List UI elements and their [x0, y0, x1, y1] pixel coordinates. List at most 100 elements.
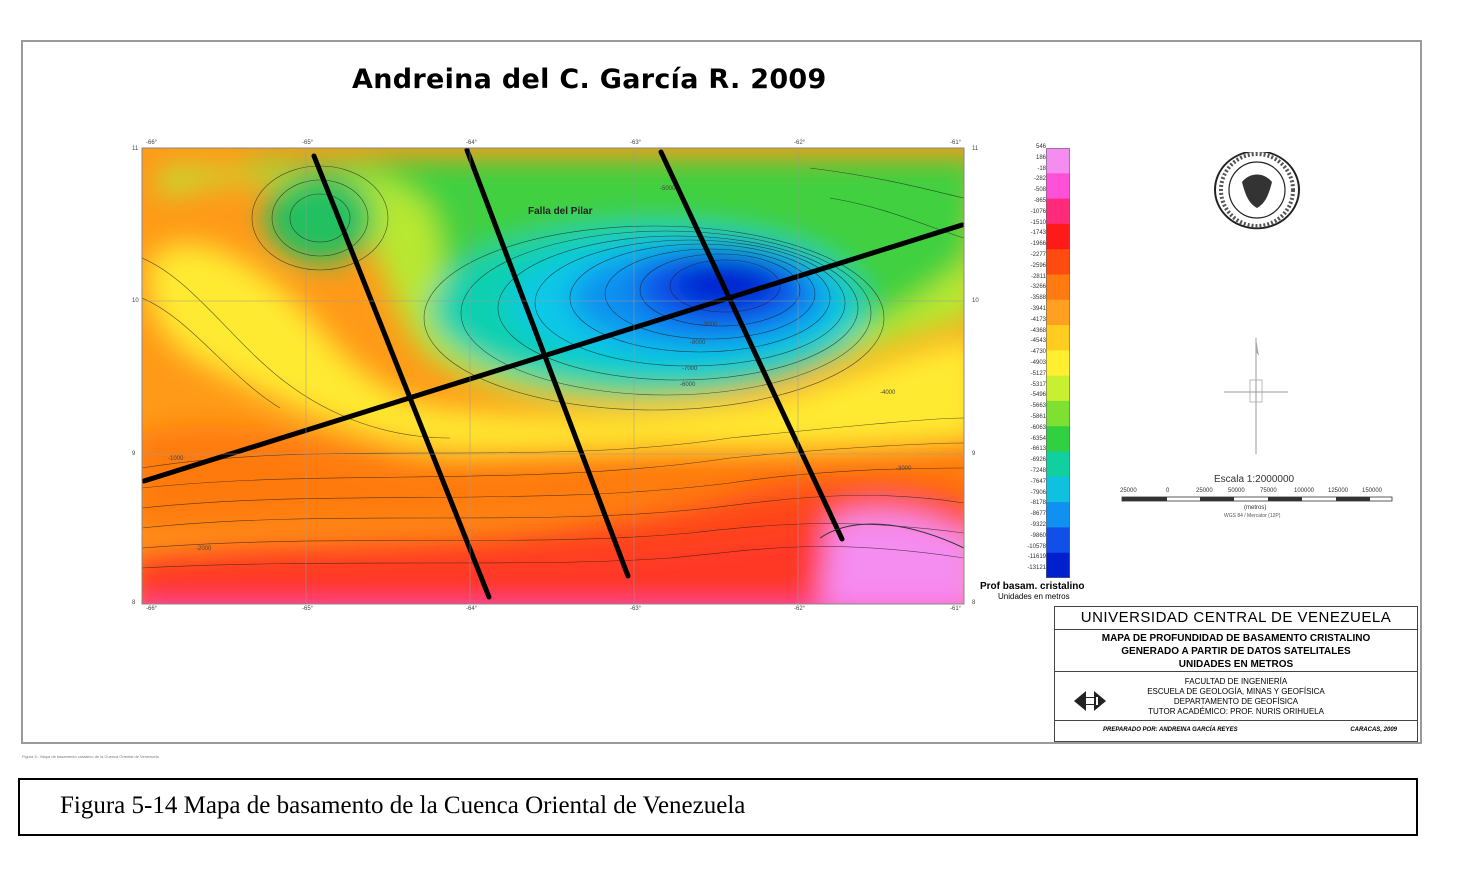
colorbar-tick-label: -508: [1033, 187, 1046, 194]
colorbar-tick-label: -6354: [1030, 435, 1046, 442]
north-arrow-icon: [1224, 338, 1288, 454]
contour-label: -6000: [680, 382, 696, 388]
depth-colorbar: [1046, 148, 1070, 578]
colorbar-tick-label: 186: [1035, 154, 1046, 161]
colorbar-tick-label: -18: [1037, 165, 1046, 172]
scale-label: 75000: [1260, 488, 1277, 494]
lon-tick: -61°: [950, 140, 962, 146]
colorbar-swatch: [1046, 223, 1070, 250]
colorbar-tick-label: -1076: [1030, 208, 1046, 215]
lat-tick: 11: [132, 146, 139, 152]
faculty-line: TUTOR ACADÉMICO: PROF. NURIS ORIHUELA: [1148, 707, 1324, 716]
lon-tick: -62°: [794, 606, 806, 612]
colorbar-tick-label: -4903: [1030, 360, 1046, 366]
author-title: Andreina del C. García R. 2009: [352, 64, 827, 95]
scale-label: 125000: [1328, 488, 1349, 494]
colorbar-tick-label: -7906: [1030, 489, 1046, 496]
figure-caption: Figura 5-14 Mapa de basamento de la Cuen…: [60, 792, 746, 819]
colorbar-swatch: [1046, 375, 1070, 402]
lat-tick: 11: [972, 146, 979, 152]
lon-tick: -64°: [466, 140, 478, 146]
map-title-line: UNIDADES EN METROS: [1178, 659, 1294, 670]
lon-tick: -61°: [950, 606, 962, 612]
colorbar-tick-label: -865: [1033, 198, 1046, 204]
colorbar-tick-label: -4173: [1030, 316, 1046, 323]
colorbar-tick-label: -1510: [1030, 219, 1046, 226]
map-title-block: UNIVERSIDAD CENTRAL DE VENEZUELA MAPA DE…: [1054, 606, 1418, 742]
department-logo-icon: [1074, 691, 1106, 711]
colorbar-tick-label: -11619: [1027, 554, 1046, 561]
colorbar-tick-label: -9322: [1030, 522, 1046, 528]
scale-label: 25000: [1196, 488, 1213, 494]
colorbar-tick-label: -5317: [1030, 381, 1046, 388]
colorbar-tick-label: -2277: [1030, 252, 1046, 258]
contour-label: -3000: [896, 466, 912, 472]
colorbar-swatch: [1046, 552, 1070, 578]
colorbar-tick-label: -13121: [1027, 565, 1046, 572]
colorbar-tick-label: -7248: [1030, 468, 1046, 474]
contour-label: -7000: [682, 366, 698, 372]
basement-depth-map: [141, 147, 965, 605]
lat-tick: 9: [132, 451, 136, 457]
contour-label: -8000: [690, 340, 706, 346]
figure-caption-box: Figura 5-14 Mapa de basamento de la Cuen…: [18, 778, 1418, 836]
scale-bar: [1121, 496, 1393, 502]
scale-label: 150000: [1362, 488, 1383, 494]
colorbar-tick-label: -1743: [1030, 230, 1046, 237]
colorbar-tick-label: -5663: [1030, 403, 1046, 410]
university-seal-icon: [1214, 152, 1300, 230]
figure-footnote: Figura 5 - Mapa de basamento cristalino …: [22, 754, 159, 759]
colorbar-title-text: Prof basam. cristalino: [980, 581, 1085, 592]
scale-labels: 25000 0 25000 50000 75000 100000 125000 …: [1116, 488, 1406, 498]
colorbar-swatch: [1046, 426, 1070, 453]
contour-label: -1000: [168, 456, 184, 462]
colorbar-tick-label: -7647: [1030, 478, 1046, 485]
scale-crs: WGS 84 / Mercator (12P): [1224, 513, 1281, 519]
colorbar-tick-label: -5127: [1030, 370, 1046, 377]
colorbar-tick-label: -9860: [1030, 532, 1046, 539]
scale-label: 0: [1166, 488, 1170, 494]
colorbar-swatch: [1046, 148, 1070, 174]
colorbar-tick-label: -2811: [1031, 273, 1046, 280]
map-title: MAPA DE PROFUNDIDAD DE BASAMENTO CRISTAL…: [1055, 630, 1417, 672]
scale-label: 100000: [1294, 488, 1315, 494]
colorbar-tick-label: -8677: [1030, 511, 1046, 518]
colorbar-tick-label: -5861: [1030, 414, 1046, 420]
lat-tick: 8: [132, 600, 136, 606]
contour-label: -9000: [702, 322, 718, 328]
lon-tick: -63°: [630, 140, 642, 146]
colorbar-swatch: [1046, 325, 1070, 351]
colorbar-tick-label: -6926: [1030, 457, 1046, 464]
colorbar-tick-label: -6063: [1030, 424, 1046, 431]
faculty-line: DEPARTAMENTO DE GEOFÍSICA: [1173, 697, 1299, 706]
contour-label: -2000: [196, 546, 212, 552]
scale-title: Escala 1:2000000: [1214, 474, 1295, 485]
colorbar-tick-label: -4543: [1030, 338, 1046, 345]
faculty-line: FACULTAD DE INGENIERÍA: [1184, 677, 1288, 686]
lat-tick: 10: [132, 298, 139, 304]
colorbar-swatch: [1046, 400, 1070, 427]
scale-label: 50000: [1228, 488, 1245, 494]
map-title-line: GENERADO A PARTIR DE DATOS SATELITALES: [1121, 646, 1351, 657]
colorbar-swatch: [1046, 249, 1070, 276]
lat-tick: 10: [972, 298, 979, 304]
lon-tick: -66°: [146, 606, 158, 612]
map-title-line: MAPA DE PROFUNDIDAD DE BASAMENTO CRISTAL…: [1101, 633, 1371, 644]
colorbar-tick-label: -4730: [1030, 349, 1046, 356]
colorbar-tick-label: -1966: [1030, 241, 1046, 248]
colorbar-tick-label: -10578: [1027, 543, 1046, 550]
contour-label: -4000: [880, 390, 896, 396]
title-block-footer: PREPARADO POR: ANDREINA GARCÍA REYES CAR…: [1055, 722, 1417, 740]
contour-label: -5000: [660, 186, 676, 192]
colorbar-tick-label: -6613: [1030, 446, 1046, 453]
colorbar-swatch: [1046, 476, 1070, 503]
lon-tick: -64°: [466, 606, 478, 612]
prepared-by: PREPARADO POR: ANDREINA GARCÍA REYES: [1103, 727, 1238, 733]
colorbar-swatch: [1046, 451, 1070, 478]
faculty-line: ESCUELA DE GEOLOGÍA, MINAS Y GEOFÍSICA: [1147, 687, 1325, 696]
lon-tick: -63°: [630, 606, 642, 612]
colorbar-tick-label: -2596: [1030, 262, 1046, 269]
colorbar-units: Unidades en metros: [998, 592, 1070, 601]
colorbar-tick-label: -282: [1033, 176, 1046, 183]
lon-tick: -66°: [146, 140, 158, 146]
